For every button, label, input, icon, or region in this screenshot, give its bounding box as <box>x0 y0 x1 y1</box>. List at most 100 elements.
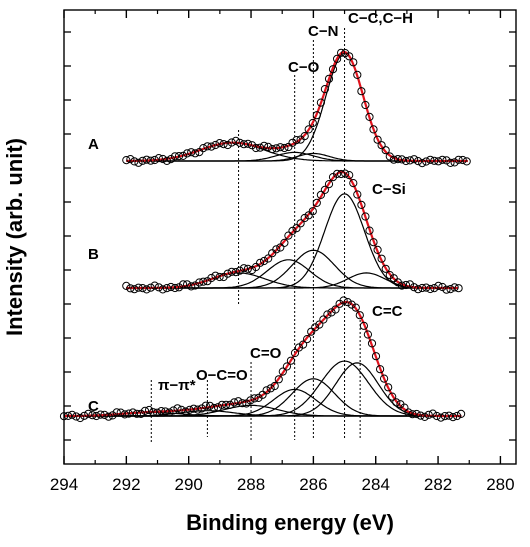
axes: 294 292 290 288 286 284 282 280 <box>50 10 516 494</box>
data-point <box>351 303 360 312</box>
data-point <box>158 285 167 294</box>
data-point <box>158 154 167 164</box>
data-point <box>319 315 328 324</box>
data-point <box>183 280 192 289</box>
data-point <box>448 413 458 422</box>
data-point <box>222 400 231 409</box>
data-point <box>388 392 397 401</box>
data-point <box>268 145 277 154</box>
data-point <box>430 284 439 293</box>
data-point <box>367 339 377 348</box>
x-tick-label: 282 <box>424 475 452 494</box>
data-point <box>432 411 441 421</box>
data-point <box>442 156 451 165</box>
data-point <box>315 320 324 329</box>
data-point <box>410 155 419 164</box>
data-point <box>308 207 317 216</box>
data-point <box>286 356 295 365</box>
x-tick-label: 292 <box>112 475 140 494</box>
data-point <box>174 283 184 292</box>
data-point <box>112 408 121 417</box>
data-point <box>173 404 182 413</box>
data-point <box>157 407 166 416</box>
data-point <box>150 281 159 290</box>
data-point <box>333 54 342 64</box>
peak-annotation: C−N <box>308 23 338 40</box>
data-point <box>337 48 346 57</box>
data-point <box>401 280 411 290</box>
data-point <box>438 282 447 292</box>
data-point <box>84 409 93 418</box>
data-point <box>227 267 236 276</box>
data-point <box>405 156 415 165</box>
data-point <box>88 411 97 420</box>
data-point <box>416 411 425 420</box>
data-point <box>153 408 162 417</box>
data-point <box>215 272 224 282</box>
data-point <box>400 403 409 412</box>
data-point <box>446 158 455 167</box>
data-point <box>146 156 155 165</box>
data-point <box>323 310 332 319</box>
data-point <box>320 85 329 94</box>
data-point <box>183 149 192 158</box>
data-point <box>299 340 308 349</box>
x-tick-label: 288 <box>237 475 265 494</box>
data-point <box>404 408 413 417</box>
data-point <box>92 411 101 421</box>
data-point <box>250 394 259 403</box>
data-point <box>128 408 137 417</box>
data-point <box>397 281 406 290</box>
data-point <box>166 155 175 164</box>
data-point <box>76 413 85 423</box>
data-point <box>266 384 275 393</box>
data-point <box>405 280 415 289</box>
data-point <box>408 410 417 419</box>
data-point <box>341 169 350 178</box>
data-point <box>393 155 402 164</box>
data-point <box>154 283 163 292</box>
data-point <box>205 401 214 410</box>
data-point <box>339 296 348 305</box>
data-point <box>353 70 362 80</box>
data-point <box>223 269 232 278</box>
x-tick-label: 294 <box>50 475 78 494</box>
data-point <box>312 198 321 207</box>
data-point <box>414 157 423 166</box>
plot-frame <box>63 9 517 465</box>
data-point <box>454 155 463 164</box>
data-point <box>371 352 381 361</box>
data-point <box>272 144 281 153</box>
data-point <box>195 278 204 287</box>
data-point <box>239 264 248 273</box>
data-point <box>181 407 190 416</box>
data-point <box>381 264 390 273</box>
data-point <box>377 254 386 263</box>
data-point <box>418 159 427 168</box>
data-point <box>122 156 131 165</box>
data-point <box>162 156 171 165</box>
data-point <box>246 396 255 405</box>
data-point <box>373 135 382 144</box>
data-point <box>454 284 463 293</box>
data-point <box>324 74 334 83</box>
data-point <box>211 140 220 150</box>
data-point <box>316 98 325 107</box>
data-point <box>345 52 354 61</box>
data-point <box>170 152 180 161</box>
data-point <box>199 144 208 153</box>
panel-label: C <box>88 398 99 415</box>
data-point <box>333 169 342 178</box>
fit-component-curve <box>64 388 462 417</box>
data-point <box>359 321 368 330</box>
data-point <box>436 413 445 422</box>
data-point <box>422 283 431 292</box>
data-point <box>424 410 433 419</box>
data-point <box>392 398 401 407</box>
x-tick-label: 284 <box>362 475 390 494</box>
x-tick-label: 290 <box>175 475 203 494</box>
fit-envelope-curve <box>126 170 459 290</box>
data-point <box>380 374 389 383</box>
data-point <box>438 155 447 164</box>
data-point <box>300 213 309 223</box>
